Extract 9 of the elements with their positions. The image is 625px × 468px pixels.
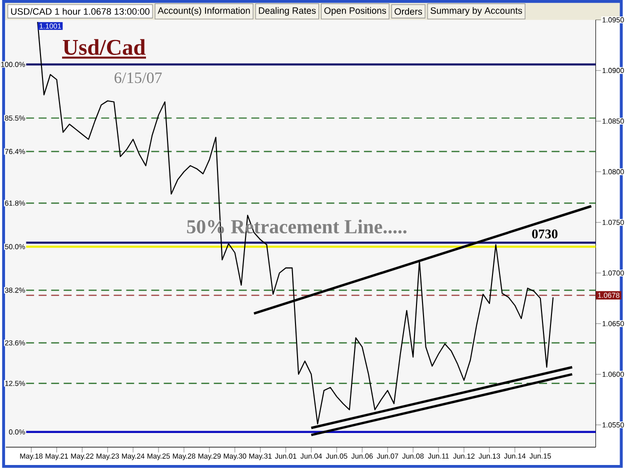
text: Summary by Accounts	[430, 7, 522, 16]
text: Open Positions	[324, 7, 386, 16]
chart-title: USD/CAD 1 hour 1.0678 13:00:00	[11, 8, 150, 15]
text: Orders	[394, 8, 422, 15]
text: Account(s) Information	[158, 7, 250, 16]
text: Dealing Rates	[258, 7, 316, 16]
annotation: 6/15/07	[114, 72, 162, 84]
annotation: 0730	[532, 230, 558, 238]
annotation: Usd/Cad	[62, 39, 146, 55]
